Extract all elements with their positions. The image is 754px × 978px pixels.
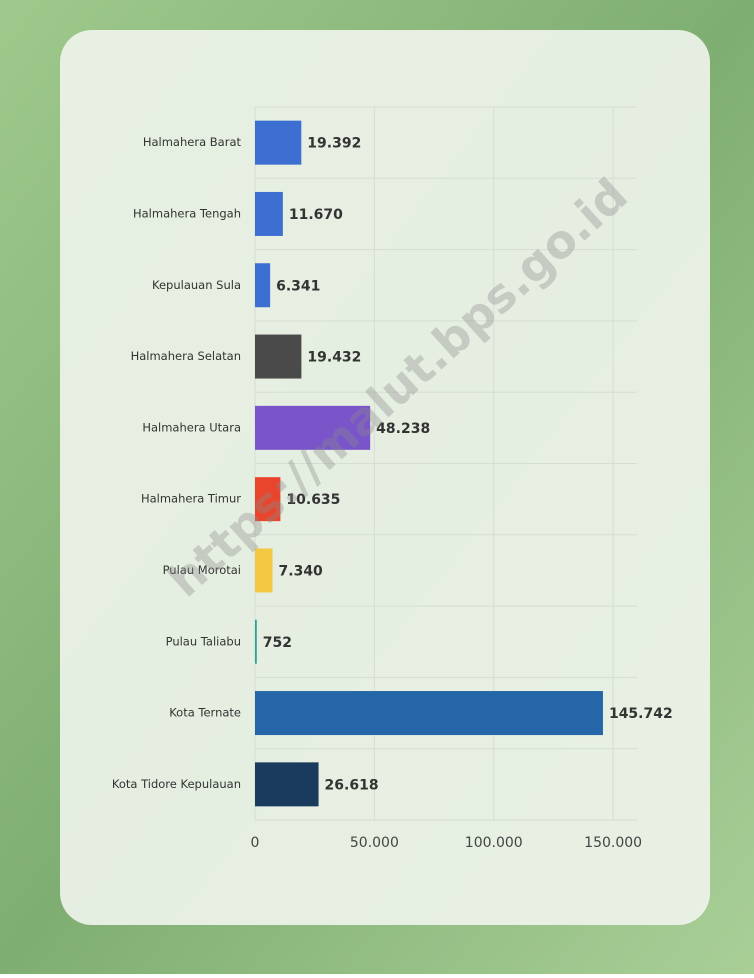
bar [255,263,270,307]
y-tick-label: Halmahera Utara [142,420,241,434]
bar [255,762,319,806]
x-tick-label: 0 [251,835,260,851]
y-tick-label: Halmahera Selatan [131,349,241,363]
bar [255,121,301,165]
y-tick-label: Pulau Taliabu [166,634,241,648]
bar [255,620,257,664]
chart: 0 50.000 100.000 150.000 Halmahera Barat 19.3… [0,0,754,974]
value-label: 145.742 [609,706,673,722]
y-tick-label: Kota Ternate [169,706,241,720]
y-tick-label: Halmahera Barat [143,135,242,149]
value-label: 19.392 [307,136,361,152]
y-tick-label: Halmahera Tengah [133,206,241,220]
bar [255,548,273,592]
value-label: 19.432 [307,350,361,366]
y-tick-label: Kepulauan Sula [152,278,241,292]
x-tick-label: 150.000 [584,835,642,851]
value-label: 26.618 [325,777,379,793]
value-label: 752 [263,635,292,651]
bar [255,691,603,735]
value-label: 7.340 [279,563,324,579]
bar [255,335,301,379]
value-label: 6.341 [276,278,320,294]
bar [255,192,283,236]
page: {"chart_data": {"type": "bar", "orientat… [0,0,754,974]
x-tick-label: 100.000 [465,835,523,851]
x-tick-label: 50.000 [350,835,399,851]
y-tick-label: Kota Tidore Kepulauan [112,777,241,791]
y-tick-label: Halmahera Timur [141,492,241,506]
value-label: 11.670 [289,207,343,223]
